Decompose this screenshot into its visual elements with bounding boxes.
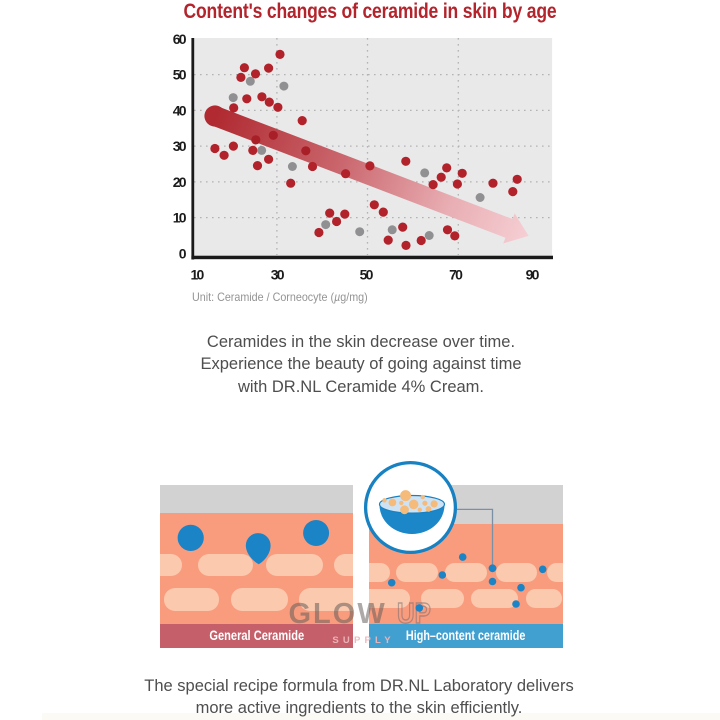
svg-text:60: 60 bbox=[173, 31, 187, 47]
svg-text:40: 40 bbox=[173, 102, 187, 118]
svg-text:50: 50 bbox=[360, 267, 374, 283]
svg-text:10: 10 bbox=[173, 210, 187, 226]
svg-text:70: 70 bbox=[449, 267, 463, 283]
svg-text:50: 50 bbox=[173, 67, 187, 83]
svg-text:10: 10 bbox=[191, 267, 205, 283]
svg-text:30: 30 bbox=[173, 138, 187, 154]
svg-text:20: 20 bbox=[173, 174, 187, 190]
svg-text:90: 90 bbox=[526, 267, 540, 283]
svg-text:30: 30 bbox=[271, 267, 285, 283]
svg-text:0: 0 bbox=[179, 245, 187, 261]
